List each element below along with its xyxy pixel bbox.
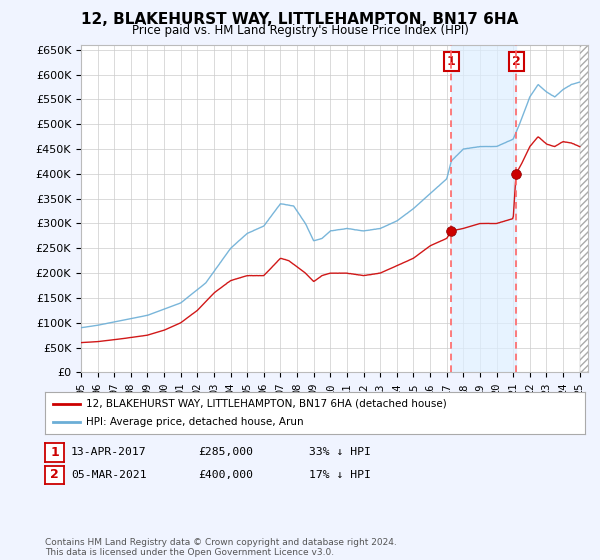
Text: 1: 1 — [50, 446, 59, 459]
Text: 1: 1 — [447, 55, 456, 68]
Text: 13-APR-2017: 13-APR-2017 — [71, 447, 146, 458]
Text: 2: 2 — [50, 468, 59, 482]
Bar — [451, 45, 516, 372]
Bar — [580, 45, 600, 372]
Text: £285,000: £285,000 — [198, 447, 253, 458]
Text: 12, BLAKEHURST WAY, LITTLEHAMPTON, BN17 6HA: 12, BLAKEHURST WAY, LITTLEHAMPTON, BN17 … — [82, 12, 518, 27]
Text: 2: 2 — [512, 55, 520, 68]
Text: HPI: Average price, detached house, Arun: HPI: Average price, detached house, Arun — [86, 417, 303, 427]
Text: 17% ↓ HPI: 17% ↓ HPI — [309, 470, 371, 480]
Bar — [580, 45, 600, 372]
Text: Price paid vs. HM Land Registry's House Price Index (HPI): Price paid vs. HM Land Registry's House … — [131, 24, 469, 37]
Text: 05-MAR-2021: 05-MAR-2021 — [71, 470, 146, 480]
Text: 33% ↓ HPI: 33% ↓ HPI — [309, 447, 371, 458]
Text: 12, BLAKEHURST WAY, LITTLEHAMPTON, BN17 6HA (detached house): 12, BLAKEHURST WAY, LITTLEHAMPTON, BN17 … — [86, 399, 446, 409]
Text: Contains HM Land Registry data © Crown copyright and database right 2024.
This d: Contains HM Land Registry data © Crown c… — [45, 538, 397, 557]
Text: £400,000: £400,000 — [198, 470, 253, 480]
